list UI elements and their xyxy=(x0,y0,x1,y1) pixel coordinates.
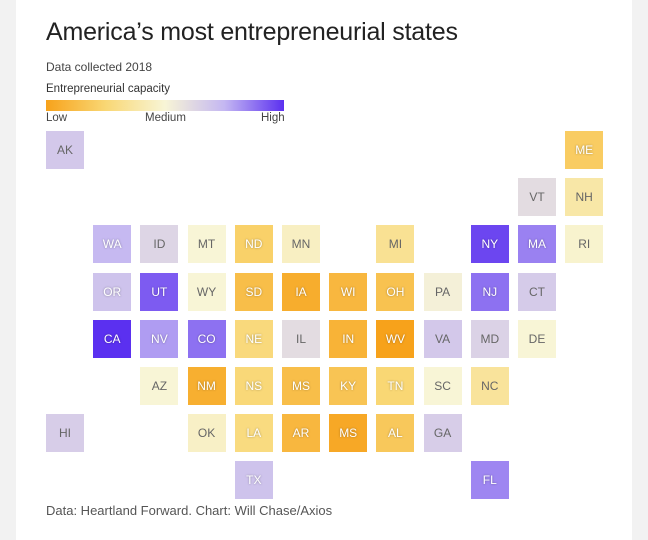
state-tile-ut: UT xyxy=(140,272,179,311)
state-tile-ms: MS xyxy=(282,367,320,405)
state-tile-ky: KY xyxy=(329,367,368,405)
state-tile-al: AL xyxy=(376,414,415,453)
state-tile-wa: WA xyxy=(93,225,132,264)
legend-medium-label: Medium xyxy=(145,112,186,124)
state-tile-tn: TN xyxy=(376,367,415,405)
state-tile-sc: SC xyxy=(423,367,462,405)
legend-high-label: High xyxy=(261,112,285,124)
state-tile-md: MD xyxy=(470,319,509,358)
state-tile-ms: MS xyxy=(329,414,368,453)
state-tile-nv: NV xyxy=(140,319,179,358)
state-tile-id: ID xyxy=(140,225,179,264)
state-tile-ma: MA xyxy=(518,225,556,264)
subtitle: Data collected 2018 xyxy=(46,60,153,74)
state-tile-ar: AR xyxy=(282,414,320,453)
chart-card: America’s most entrepreneurial states Da… xyxy=(16,0,632,540)
state-tile-ak: AK xyxy=(46,131,84,169)
legend-low-label: Low xyxy=(46,112,68,124)
state-tile-de: DE xyxy=(518,319,556,358)
state-tile-ns: NS xyxy=(234,367,273,405)
legend-title: Entrepreneurial capacity xyxy=(46,83,171,95)
state-tile-ca: CA xyxy=(93,319,132,358)
state-tile-tx: TX xyxy=(234,461,273,500)
state-tile-me: ME xyxy=(565,131,604,169)
state-tile-az: AZ xyxy=(140,367,179,405)
source-note: Data: Heartland Forward. Chart: Will Cha… xyxy=(46,503,333,518)
state-tile-wy: WY xyxy=(187,272,226,311)
state-tile-vt: VT xyxy=(518,178,556,217)
state-tile-ok: OK xyxy=(187,414,226,453)
state-tile-ct: CT xyxy=(518,272,556,311)
state-tile-mn: MN xyxy=(282,225,320,264)
state-tile-hi: HI xyxy=(46,414,84,453)
state-tile-ga: GA xyxy=(423,414,462,453)
state-tile-il: IL xyxy=(282,319,320,358)
state-tile-or: OR xyxy=(93,272,132,311)
state-tile-mt: MT xyxy=(187,225,226,264)
state-tile-nd: ND xyxy=(234,225,273,264)
state-tile-ri: RI xyxy=(565,225,604,264)
state-tile-oh: OH xyxy=(376,272,415,311)
page-title: America’s most entrepreneurial states xyxy=(46,18,458,46)
legend-color-bar xyxy=(46,100,284,111)
state-tile-mi: MI xyxy=(376,225,415,264)
state-tile-sd: SD xyxy=(234,272,273,311)
state-tile-pa: PA xyxy=(423,272,462,311)
state-tile-ia: IA xyxy=(282,272,320,311)
state-tile-nj: NJ xyxy=(470,272,509,311)
state-tile-la: LA xyxy=(234,414,273,453)
state-tile-ny: NY xyxy=(470,225,509,264)
state-tile-va: VA xyxy=(423,319,462,358)
state-tile-wv: WV xyxy=(376,319,415,358)
state-tile-wi: WI xyxy=(329,272,368,311)
state-tile-fl: FL xyxy=(470,461,509,500)
state-tile-co: CO xyxy=(187,319,226,358)
state-tile-nh: NH xyxy=(565,178,604,217)
state-tile-nm: NM xyxy=(187,367,226,405)
state-tile-nc: NC xyxy=(470,367,509,405)
state-tile-in: IN xyxy=(329,319,368,358)
state-tile-ne: NE xyxy=(234,319,273,358)
